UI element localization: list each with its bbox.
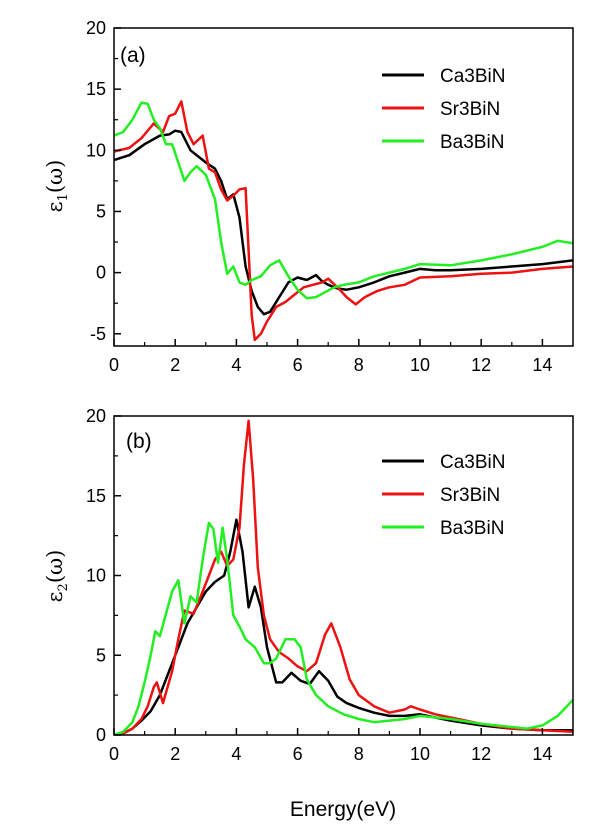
panel-b: 0 2 4 6 8 10 12 14 0 5 10 15 20 ε2(ω) (b) Ca3BiN Sr3BiN B… [43,406,574,764]
x-tick-label: 2 [170,355,180,375]
legend-label: Ca3BiN [440,452,505,473]
y-tick-label: 0 [96,725,106,745]
y-tick-label: 5 [96,645,106,665]
series-line-sr3bin [114,100,573,342]
y-axis-label: ε1(ω) [43,160,71,213]
x-tick-label: 8 [354,744,364,764]
y-tick-label: 10 [86,140,106,160]
panel-a: 0 2 4 6 8 10 12 14-505101520ε1(ω)(a)Ca3BiNSr3Bi… [43,18,574,375]
x-tick-label: 0 [109,355,119,375]
panel-label: (a) [120,44,146,67]
series-line-ba3bin [114,521,573,735]
x-tick-label: 8 [354,355,364,375]
x-tick-label: 4 [231,355,241,375]
x-tick-label: 14 [532,355,552,375]
y-tick-label: 20 [86,18,106,38]
y-tick-label: 0 [96,263,106,283]
series-line-ca3bin [114,129,573,316]
y-axis-label: ε2(ω) [43,550,71,603]
x-tick-label: 12 [471,744,491,764]
y-tick-label: 20 [86,406,106,426]
y-tick-label: -5 [90,324,106,344]
x-tick-label: 14 [532,744,552,764]
x-tick-label: 0 [109,744,119,764]
x-tick-label: 10 [410,355,430,375]
x-tick-label: 12 [471,355,491,375]
legend-label: Ba3BiN [440,518,504,539]
legend-label: Ca3BiN [440,66,505,87]
legend-label: Sr3BiN [440,485,500,506]
plot-frame [113,27,574,347]
y-tick-label: 10 [86,566,106,586]
series-line-ba3bin [114,101,573,300]
x-tick-label: 4 [231,744,241,764]
x-axis-label: Energy(eV) [290,798,396,821]
x-tick-label: 6 [293,744,303,764]
x-tick-label: 10 [410,744,430,764]
y-tick-label: 5 [96,201,106,221]
y-tick-label: 15 [86,486,106,506]
panel-label: (b) [126,430,152,453]
legend-label: Ba3BiN [440,132,504,153]
legend-label: Sr3BiN [440,99,500,120]
series-line-sr3bin [114,419,573,735]
x-tick-label: 2 [170,744,180,764]
series-line-ca3bin [114,518,573,735]
y-tick-label: 15 [86,79,106,99]
x-tick-label: 6 [293,355,303,375]
